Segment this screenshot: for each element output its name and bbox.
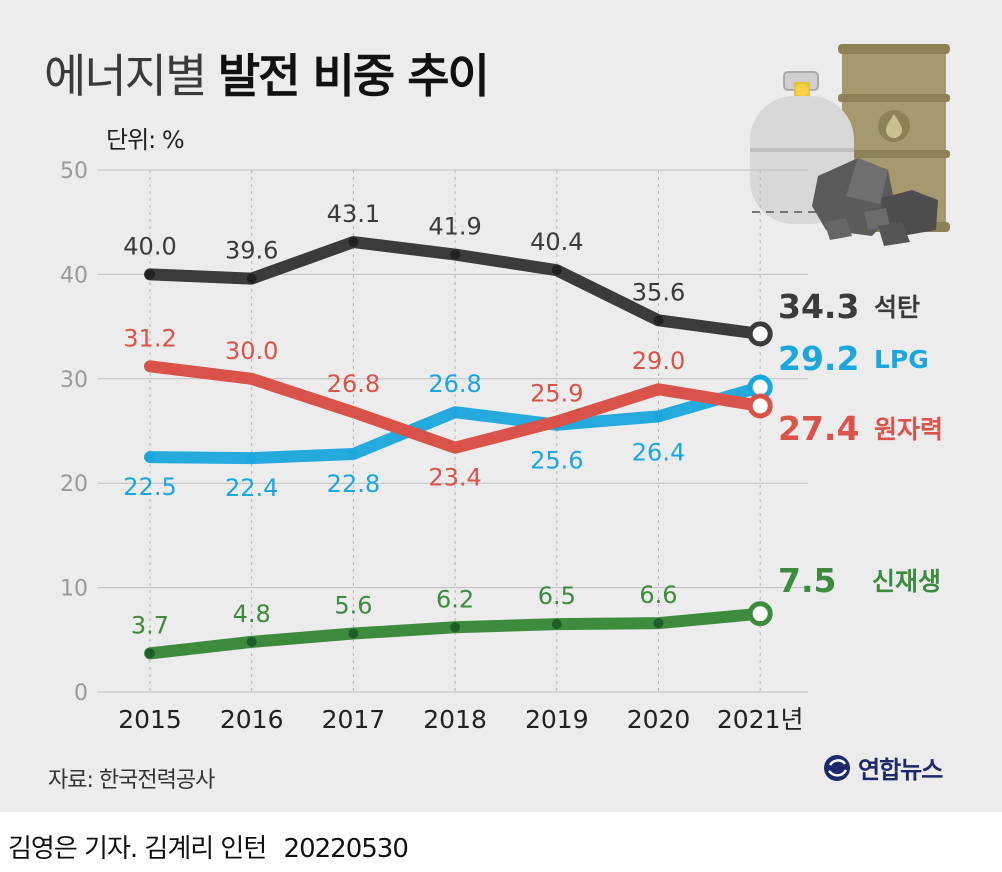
data-label-nuclear: 25.9 [530, 380, 583, 408]
data-point-renewable [551, 619, 562, 630]
data-point-renewable [246, 636, 257, 647]
series-legend: 34.3 석탄 29.2 LPG 27.4 원자력 7.5 신재생 [778, 287, 943, 600]
data-label-coal: 39.6 [225, 237, 278, 265]
data-label-renewable: 5.6 [334, 592, 372, 620]
legend-name-coal: 석탄 [874, 293, 920, 322]
data-point-coal [246, 273, 257, 284]
data-label-nuclear: 29.0 [632, 347, 685, 375]
data-point-nuclear [348, 407, 359, 418]
chart-title: 에너지별 발전 비중 추이 [44, 40, 490, 106]
data-label-renewable: 6.5 [538, 582, 576, 610]
x-tick-label: 2017 [322, 705, 386, 734]
credit-line: 김영은 기자. 김계리 인턴 20220530 [8, 828, 409, 865]
brand-name: 연합뉴스 [858, 756, 943, 784]
data-label-lpg: 26.4 [632, 438, 685, 466]
legend-value-lpg: 29.2 [778, 339, 859, 378]
y-tick-label: 0 [74, 681, 88, 706]
x-tick-label: 2020 [627, 705, 691, 734]
legend-name-nuclear: 원자력 [874, 415, 943, 444]
data-label-coal: 41.9 [428, 213, 481, 241]
legend-name-lpg: LPG [874, 345, 929, 374]
title-light: 에너지별 [44, 49, 207, 103]
data-label-lpg: 22.5 [123, 473, 176, 501]
data-label-renewable: 3.7 [131, 611, 169, 639]
data-label-nuclear: 26.8 [327, 370, 380, 398]
data-point-renewable [653, 618, 664, 629]
legend-value-coal: 34.3 [778, 287, 859, 326]
y-tick-label: 50 [60, 159, 88, 184]
source-note: 자료: 한국전력공사 [48, 768, 215, 793]
data-label-lpg: 22.8 [327, 470, 380, 498]
legend-name-renewable: 신재생 [872, 567, 941, 596]
y-tick-label: 30 [60, 368, 88, 393]
data-point-renewable [145, 648, 155, 659]
data-label-nuclear: 31.2 [123, 324, 176, 352]
data-label-lpg: 22.4 [225, 474, 278, 502]
data-point-nuclear [653, 384, 664, 395]
data-label-lpg: 26.8 [428, 370, 481, 398]
brand-globe-icon [824, 754, 850, 781]
x-tick-label: 2018 [423, 705, 487, 734]
x-axis: 2015 2016 2017 2018 2019 2020 2021년 [118, 705, 803, 734]
end-point-renewable [747, 601, 773, 627]
data-label-coal: 35.6 [632, 278, 685, 306]
data-point-nuclear [246, 373, 257, 384]
data-label-nuclear: 30.0 [225, 337, 278, 365]
data-point-nuclear [551, 416, 562, 427]
legend-value-nuclear: 27.4 [778, 409, 859, 448]
data-label-renewable: 6.2 [436, 585, 474, 613]
energy-illustration [750, 44, 950, 246]
data-point-nuclear [450, 442, 461, 453]
data-point-lpg [145, 452, 155, 463]
data-label-coal: 40.4 [530, 228, 583, 256]
data-point-coal [145, 269, 155, 280]
data-point-renewable [450, 622, 461, 633]
x-tick-label: 2019 [525, 705, 589, 734]
data-labels: 40.0 39.6 43.1 41.9 40.4 35.6 22.5 22.4 22.8 26.8… [123, 200, 685, 639]
y-axis: 0 10 20 30 40 50 [60, 159, 88, 706]
data-point-nuclear [145, 361, 155, 372]
y-tick-label: 40 [60, 263, 88, 288]
unit-label: 단위: % [106, 126, 185, 154]
x-tick-label: 2016 [220, 705, 284, 734]
data-point-lpg [450, 407, 461, 418]
data-label-coal: 40.0 [123, 232, 176, 260]
chart-series [144, 236, 773, 660]
x-tick-label: 2021년 [717, 705, 804, 734]
data-label-renewable: 6.6 [639, 581, 677, 609]
data-point-coal [551, 265, 562, 276]
line-chart: 0 10 20 30 40 50 2015 2016 2017 2018 2019 2020 2021… [60, 44, 950, 734]
legend-value-renewable: 7.5 [778, 561, 836, 600]
publish-date: 20220530 [283, 834, 409, 864]
data-label-renewable: 4.8 [233, 600, 271, 628]
data-point-coal [348, 237, 359, 248]
title-bold: 발전 비중 추이 [217, 49, 490, 103]
data-point-coal [653, 315, 664, 326]
y-tick-label: 20 [60, 472, 88, 497]
data-label-coal: 43.1 [327, 200, 380, 228]
data-point-renewable [348, 628, 359, 639]
author-credit: 김영은 기자. 김계리 인턴 [8, 834, 267, 864]
data-point-lpg [348, 448, 359, 459]
end-point-coal [747, 321, 773, 347]
data-point-coal [450, 249, 461, 260]
brand-logo: 연합뉴스 [822, 750, 943, 785]
data-point-lpg [653, 411, 664, 422]
data-label-nuclear: 23.4 [428, 464, 481, 492]
y-tick-label: 10 [60, 577, 88, 602]
data-point-lpg [246, 453, 257, 464]
end-point-nuclear [747, 393, 773, 419]
data-label-lpg: 25.6 [530, 447, 583, 475]
x-tick-label: 2015 [118, 705, 182, 734]
coal-pile-icon [812, 158, 938, 246]
